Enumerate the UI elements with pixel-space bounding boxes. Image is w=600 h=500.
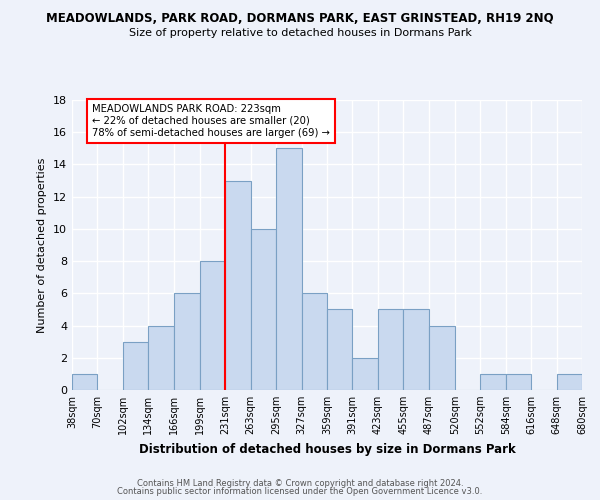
Bar [506,374,531,390]
Bar [302,294,327,390]
Bar [148,326,173,390]
Bar [352,358,378,390]
Bar [327,310,352,390]
Y-axis label: Number of detached properties: Number of detached properties [37,158,47,332]
Text: Size of property relative to detached houses in Dormans Park: Size of property relative to detached ho… [128,28,472,38]
Bar [481,374,506,390]
Bar [72,374,97,390]
Text: MEADOWLANDS, PARK ROAD, DORMANS PARK, EAST GRINSTEAD, RH19 2NQ: MEADOWLANDS, PARK ROAD, DORMANS PARK, EA… [46,12,554,26]
Bar [251,229,276,390]
Bar [173,294,200,390]
Bar [123,342,148,390]
Bar [557,374,582,390]
X-axis label: Distribution of detached houses by size in Dormans Park: Distribution of detached houses by size … [139,442,515,456]
Text: Contains HM Land Registry data © Crown copyright and database right 2024.: Contains HM Land Registry data © Crown c… [137,478,463,488]
Text: MEADOWLANDS PARK ROAD: 223sqm
← 22% of detached houses are smaller (20)
78% of s: MEADOWLANDS PARK ROAD: 223sqm ← 22% of d… [92,104,330,138]
Bar [428,326,455,390]
Bar [403,310,428,390]
Bar [200,261,226,390]
Bar [378,310,403,390]
Bar [226,180,251,390]
Text: Contains public sector information licensed under the Open Government Licence v3: Contains public sector information licen… [118,487,482,496]
Bar [276,148,302,390]
